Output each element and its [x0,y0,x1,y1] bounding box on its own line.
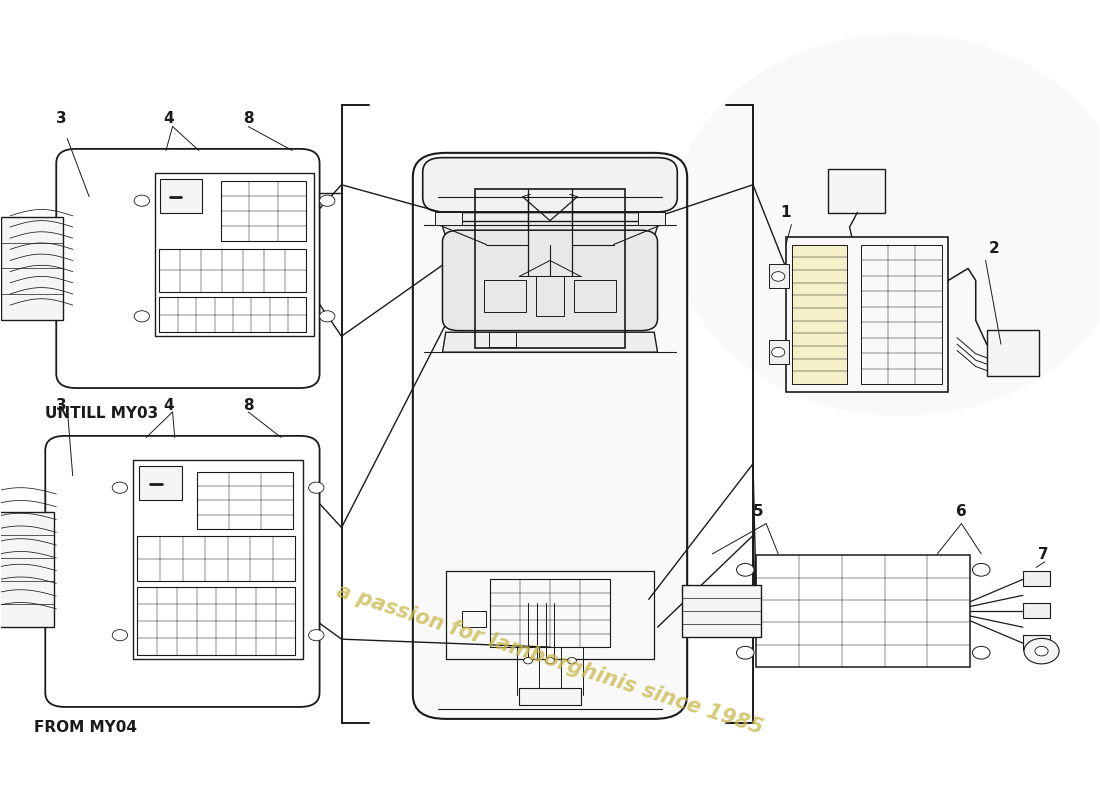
Text: 4: 4 [164,110,175,126]
Text: 7: 7 [1038,547,1049,562]
Bar [160,297,307,332]
Text: 3: 3 [56,398,67,413]
Text: 8: 8 [243,110,253,126]
Text: 1: 1 [780,205,791,220]
FancyBboxPatch shape [442,230,658,330]
Bar [757,555,970,667]
Bar [490,579,610,647]
Bar [133,460,304,659]
Bar [1023,571,1050,586]
Text: a passion for lamborghinis since 1985: a passion for lamborghinis since 1985 [334,581,766,738]
Text: 4: 4 [164,398,175,413]
Circle shape [568,658,576,664]
Circle shape [134,195,150,206]
FancyBboxPatch shape [422,158,678,212]
Circle shape [1024,638,1059,664]
Circle shape [524,658,532,664]
Circle shape [112,630,128,641]
Circle shape [112,482,128,494]
Circle shape [320,195,334,206]
Circle shape [309,482,324,494]
Bar [138,587,296,655]
Bar [197,472,294,529]
Text: 8: 8 [243,398,253,413]
Circle shape [546,658,554,664]
Bar [769,340,789,364]
Circle shape [737,646,755,659]
Bar [462,611,486,627]
Bar [519,688,581,706]
Text: 3: 3 [56,110,67,126]
Circle shape [771,347,784,357]
Bar [536,277,564,316]
Bar [1023,635,1050,650]
Ellipse shape [671,34,1100,416]
Bar [0,512,54,627]
Bar [769,265,789,288]
Bar [488,332,516,346]
Bar [827,169,884,213]
Circle shape [309,630,324,641]
Bar [434,212,462,225]
Bar [792,245,847,384]
Bar [221,181,307,241]
Text: 2: 2 [989,241,1000,255]
Text: UNTILL MY03: UNTILL MY03 [45,406,158,422]
Circle shape [1035,646,1048,656]
Bar [638,212,666,225]
Bar [139,466,183,500]
Circle shape [320,310,334,322]
Bar [574,281,616,312]
Bar [155,173,315,336]
Circle shape [972,563,990,576]
Bar [160,249,307,292]
Circle shape [771,272,784,282]
Circle shape [737,563,755,576]
Text: 6: 6 [956,503,967,518]
Bar [860,245,942,384]
Bar [475,189,625,348]
Polygon shape [438,213,662,237]
Bar [682,585,761,637]
Text: FROM MY04: FROM MY04 [34,721,138,735]
Polygon shape [442,332,658,352]
Text: 5: 5 [754,503,763,518]
Bar [1,217,63,320]
Bar [1023,603,1050,618]
Bar [484,281,526,312]
Circle shape [134,310,150,322]
Bar [987,330,1040,376]
Circle shape [972,646,990,659]
Bar [138,536,296,581]
Bar [785,237,948,392]
Bar [161,179,202,213]
FancyBboxPatch shape [412,153,688,719]
